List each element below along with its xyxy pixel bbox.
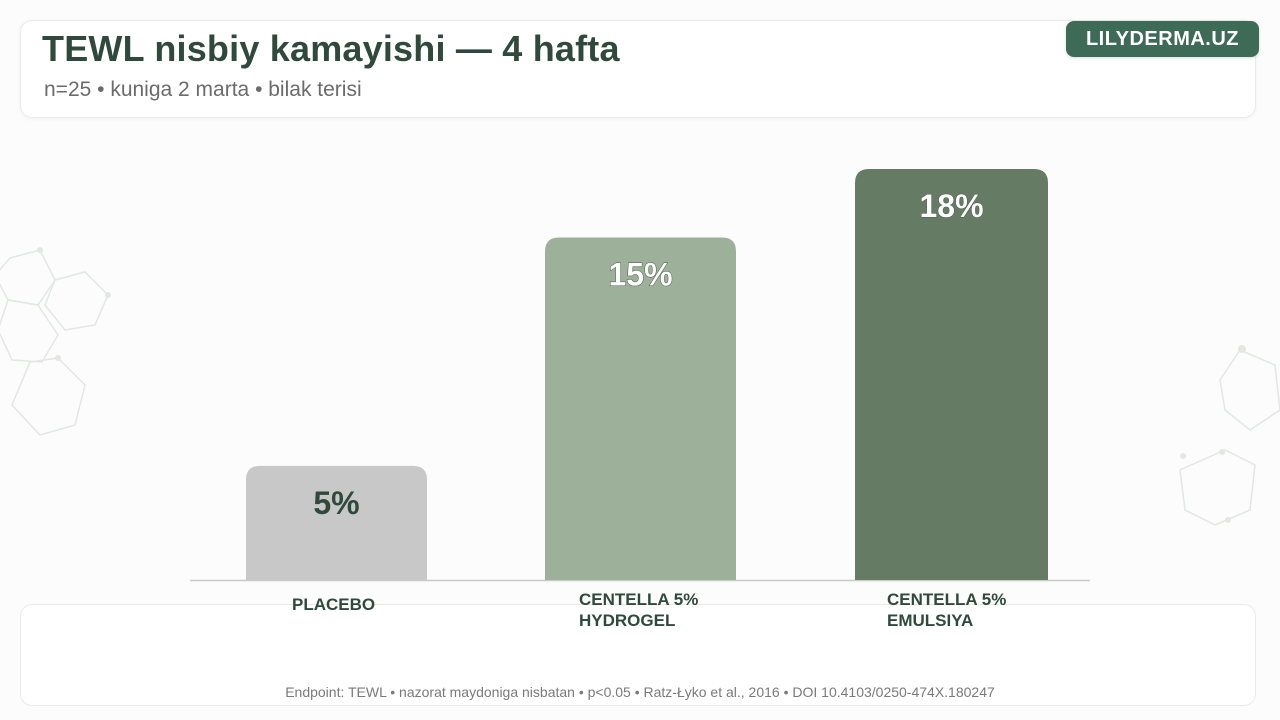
bar-value-label: 15%	[608, 257, 672, 293]
category-label: EMULSIYA	[887, 611, 973, 630]
page-title: TEWL nisbiy kamayishi — 4 hafta	[42, 28, 620, 69]
source-note: Endpoint: TEWL • nazorat maydoniga nisba…	[285, 684, 995, 700]
header-card	[20, 20, 1256, 118]
bar-value-label: 5%	[313, 485, 359, 521]
category-label: PLACEBO	[292, 595, 375, 614]
bar	[545, 237, 736, 580]
bar-value-label: 18%	[919, 188, 983, 224]
bar	[246, 465, 427, 580]
brand-badge[interactable]: LILYDERMA.UZ	[1066, 21, 1259, 57]
category-label: CENTELLA 5%	[579, 590, 698, 609]
category-label: CENTELLA 5%	[887, 590, 1006, 609]
category-label: HYDROGEL	[579, 611, 675, 630]
footer-card	[20, 604, 1256, 706]
page-subtitle: n=25 • kuniga 2 marta • bilak terisi	[44, 78, 362, 101]
bar	[855, 169, 1048, 580]
